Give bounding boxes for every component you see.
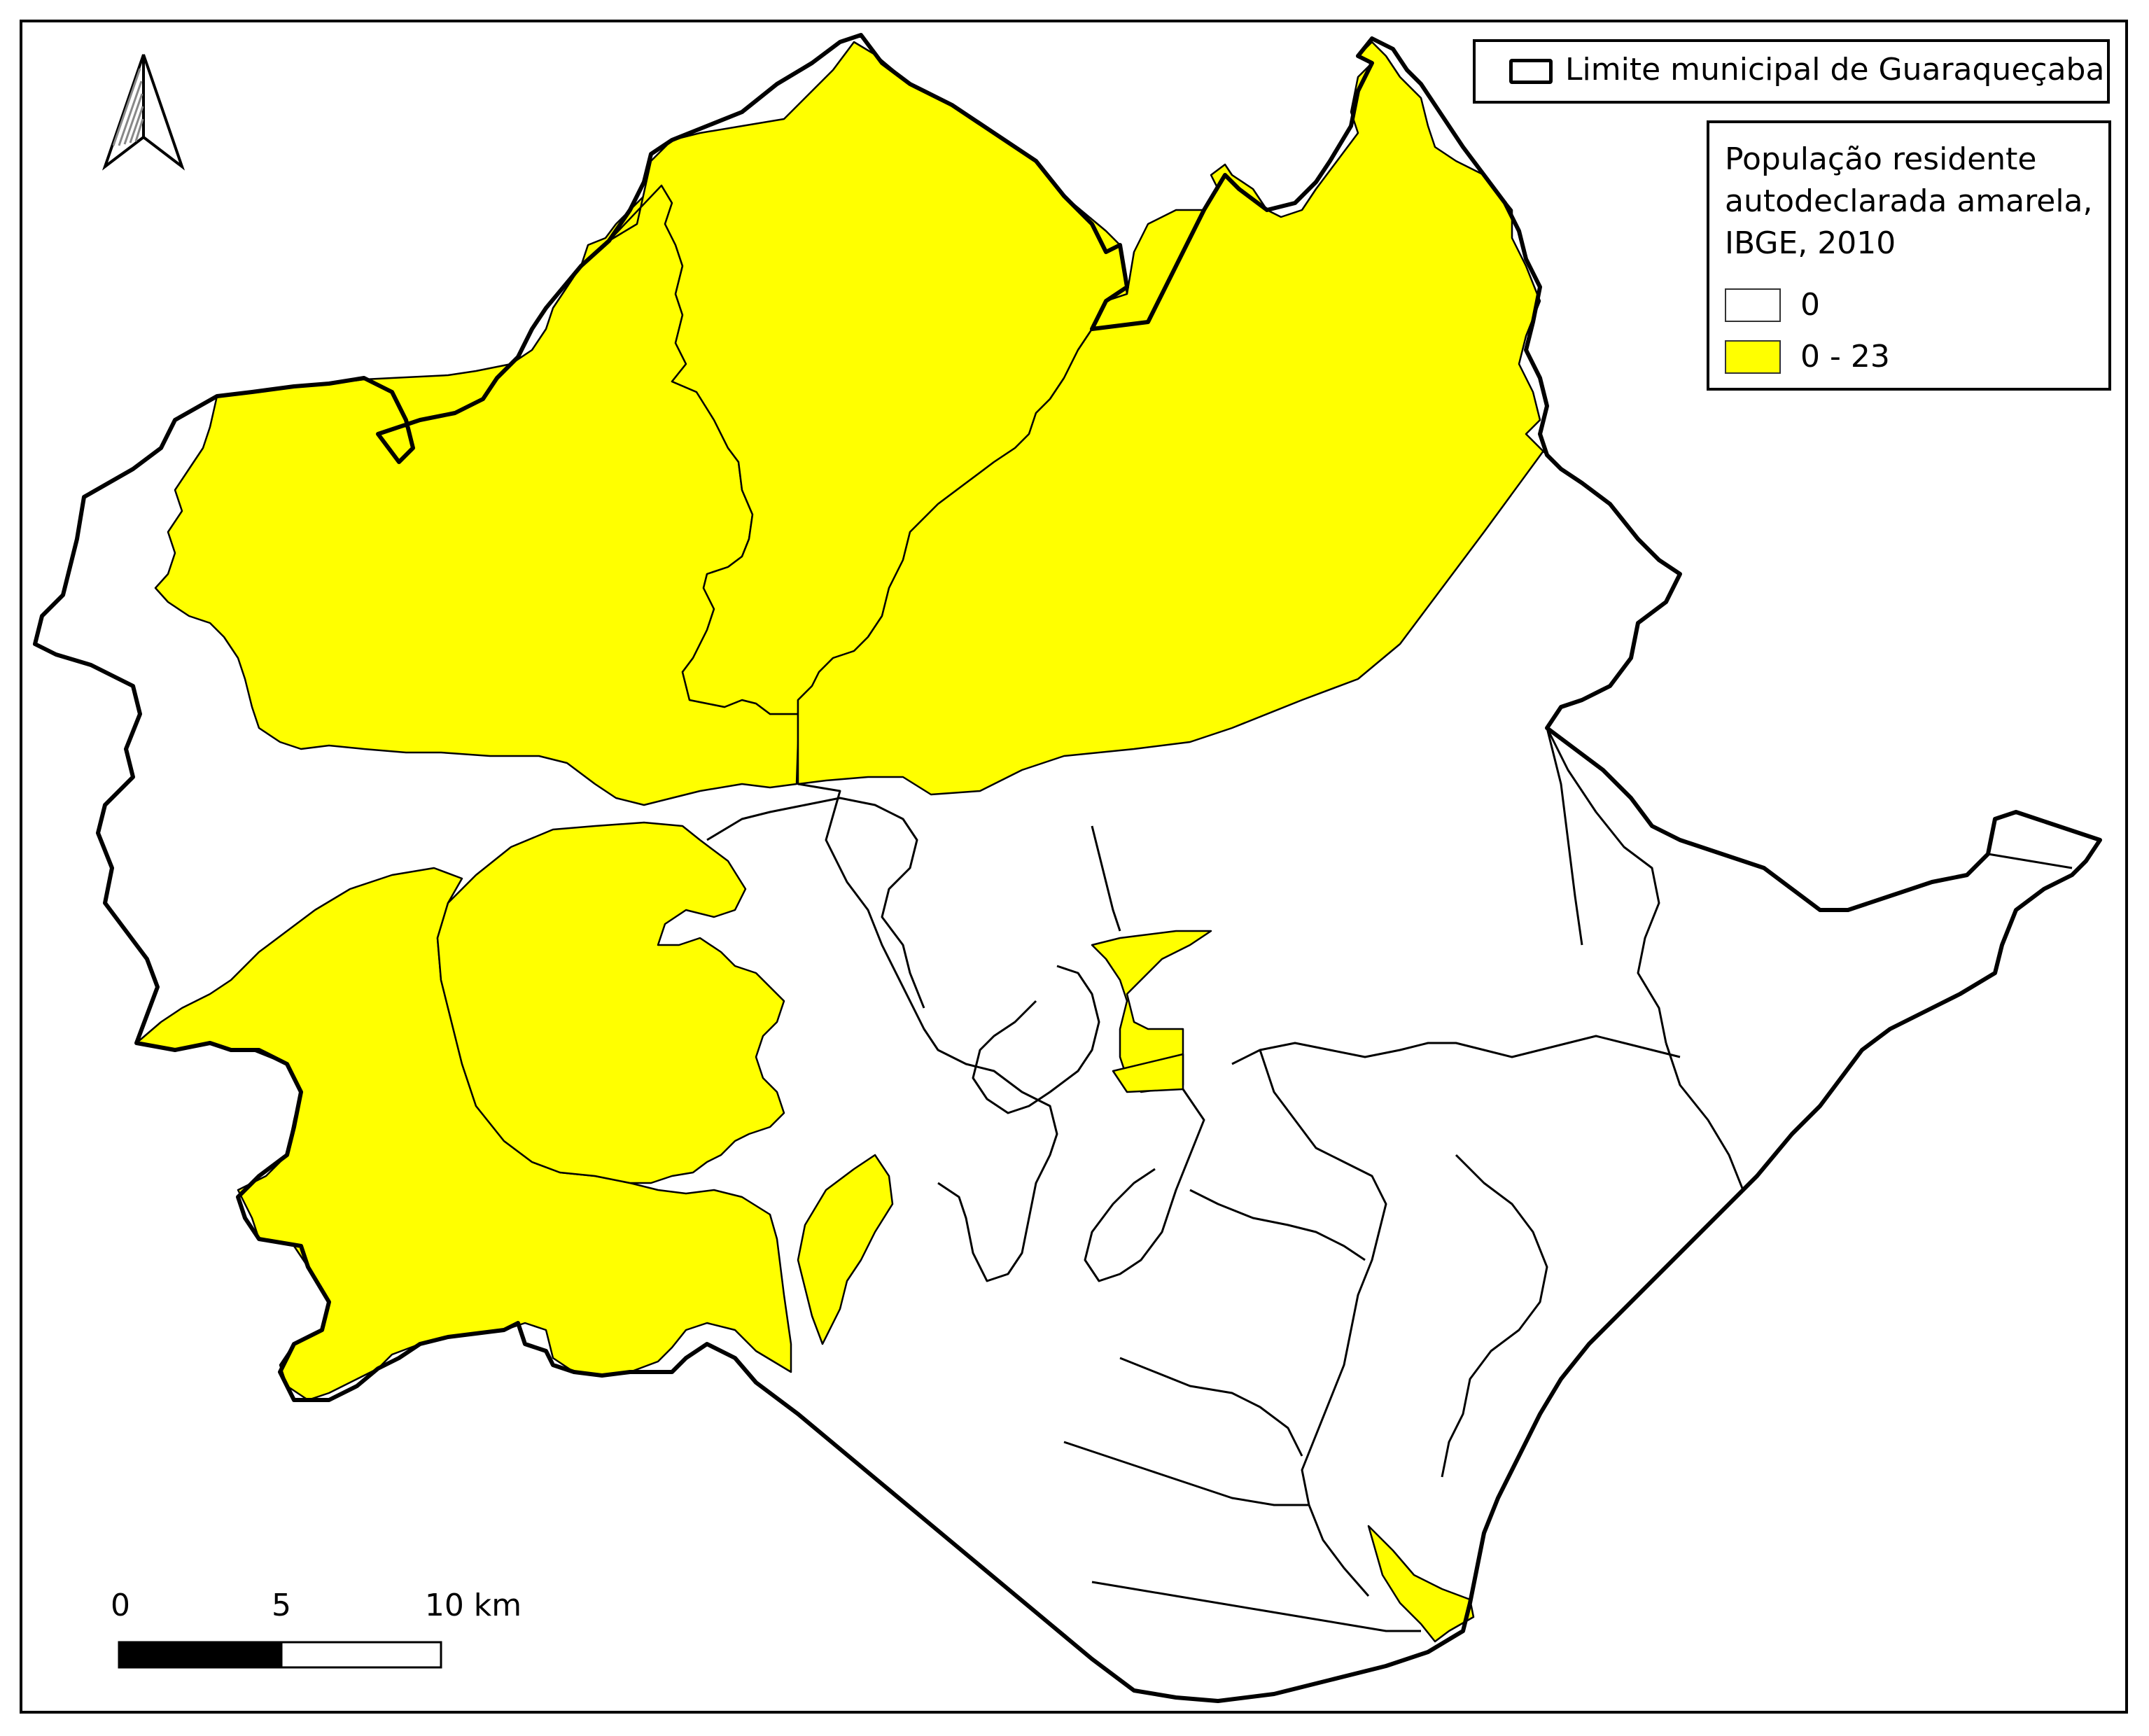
census-tract: [436, 821, 785, 1184]
boundary-legend-symbol: [1509, 59, 1553, 84]
census-tract: [1091, 930, 1212, 1093]
legend-class-label: 0: [1800, 287, 1820, 323]
legend-title: População residente autodeclarada amarel…: [1725, 141, 2093, 261]
tract-layer: [135, 41, 1548, 1643]
legend-class-label: 0 - 23: [1800, 339, 1890, 374]
legend-swatch-zero: [1725, 288, 1781, 322]
population-legend: População residente autodeclarada amarel…: [1707, 120, 2111, 391]
municipal-boundary: [33, 33, 2102, 1703]
north-arrow-icon: [102, 54, 186, 171]
boundary-legend: Limite municipal de Guaraqueçaba: [1473, 39, 2110, 104]
interior-boundaries: [706, 727, 2073, 1632]
census-tract: [797, 1154, 894, 1345]
census-tract: [1367, 1525, 1475, 1643]
scale-label-5: 5: [272, 1588, 291, 1623]
scale-bar: [118, 1641, 442, 1669]
scale-label-10km: 10 km: [424, 1588, 522, 1623]
boundary-legend-label: Limite municipal de Guaraqueçaba: [1565, 52, 2105, 88]
scale-label-0: 0: [111, 1588, 130, 1623]
legend-swatch-positive: [1725, 340, 1781, 374]
